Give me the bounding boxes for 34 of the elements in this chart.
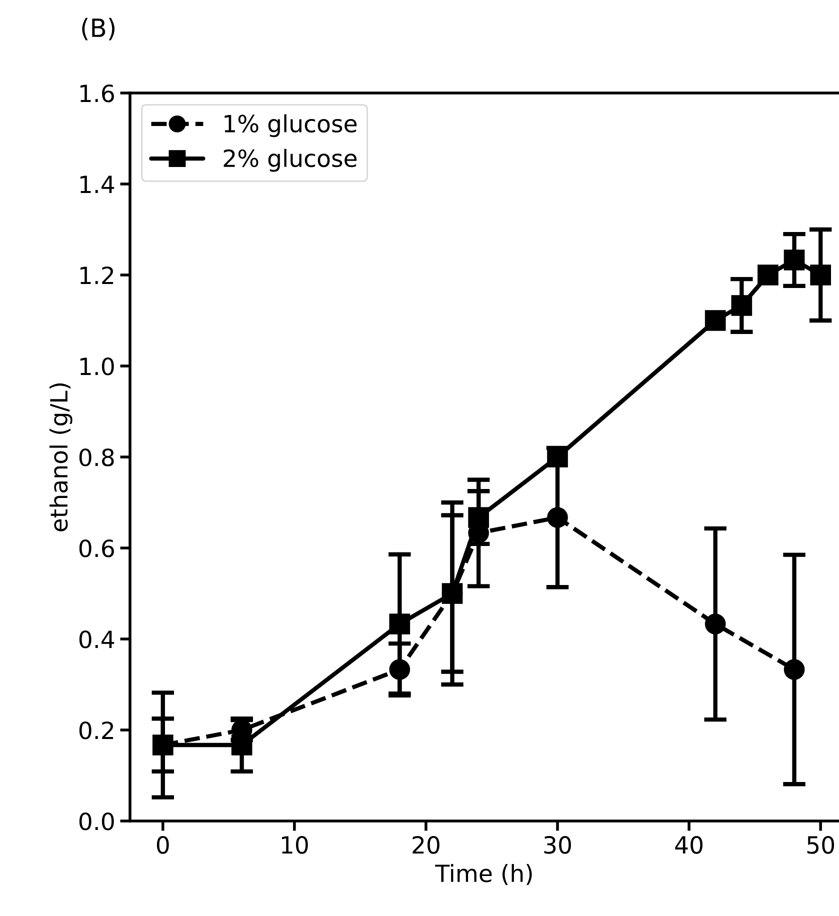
point	[152, 734, 174, 756]
point	[784, 250, 805, 270]
x-tick-label: 10	[282, 836, 308, 854]
y-tick-label: 1.4	[80, 176, 114, 193]
point	[758, 264, 778, 286]
x-tick-label: 0	[156, 836, 169, 854]
legend-label: 1% glucose	[224, 114, 357, 138]
x-axis-title: Time (h)	[435, 864, 532, 886]
point	[547, 507, 568, 528]
legend-label: 2% glucose	[224, 148, 357, 172]
y-tick-label: 0.4	[79, 630, 114, 648]
chart-title: (B)	[82, 18, 115, 40]
point	[468, 507, 489, 528]
point	[389, 614, 410, 634]
x-tick-label: 40	[675, 836, 702, 854]
x-tick-label: 50	[807, 836, 834, 854]
point	[231, 734, 252, 756]
y-axis-title: ethanol (g/L)	[49, 383, 72, 532]
y-tick-label: 0.0	[79, 812, 114, 830]
point	[442, 583, 463, 604]
point	[731, 295, 752, 316]
y-tick-label: 0.8	[79, 448, 114, 466]
x-tick-label: 30	[544, 836, 571, 854]
y-tick-label: 1.0	[80, 357, 114, 376]
y-tick-label: 1.6	[80, 84, 114, 102]
point	[704, 614, 726, 634]
point	[704, 310, 726, 331]
point	[784, 659, 805, 680]
y-tick-label: 0.2	[79, 721, 114, 740]
point	[389, 659, 410, 680]
y-tick-label: 1.2	[80, 266, 114, 284]
x-tick-label: 20	[412, 836, 440, 854]
point	[810, 264, 831, 286]
y-tick-label: 0.6	[79, 539, 114, 558]
